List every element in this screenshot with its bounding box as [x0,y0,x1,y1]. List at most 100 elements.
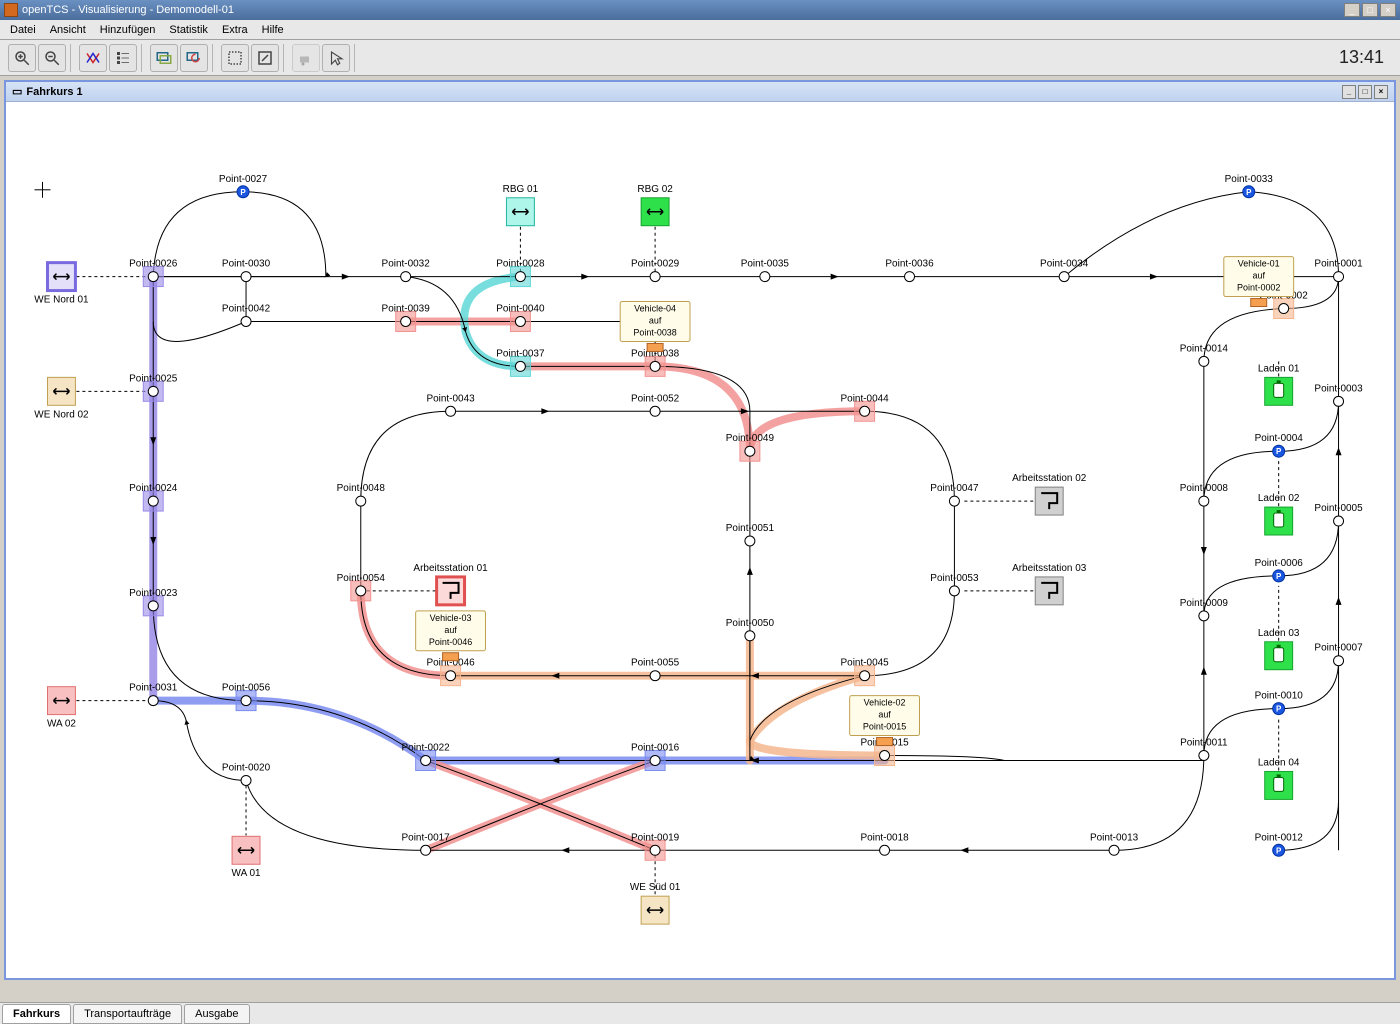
svg-text:Point-0022: Point-0022 [402,743,451,754]
svg-text:auf: auf [649,315,662,325]
zoom-out-button[interactable] [38,44,66,72]
svg-text:P: P [1276,447,1282,456]
svg-text:Point-0010: Point-0010 [1255,691,1304,702]
svg-text:Point-0052: Point-0052 [631,393,680,404]
svg-text:Point-0037: Point-0037 [496,348,545,359]
doc-minimize-button[interactable]: _ [1342,85,1356,99]
svg-text:Point-0056: Point-0056 [222,683,271,694]
svg-text:Point-0034: Point-0034 [1040,259,1089,270]
svg-text:Point-0017: Point-0017 [402,832,451,843]
tab-transportauftraege[interactable]: Transportaufträge [73,1004,182,1024]
svg-text:Point-0040: Point-0040 [496,304,545,315]
svg-text:Point-0003: Point-0003 [1314,383,1363,394]
svg-text:Vehicle-03: Vehicle-03 [430,613,472,623]
svg-text:Arbeitsstation 02: Arbeitsstation 02 [1012,473,1087,484]
document-title: Fahrkurs 1 [26,86,82,98]
svg-text:Point-0018: Point-0018 [860,832,909,843]
menu-hinzufuegen[interactable]: Hinzufügen [94,22,162,38]
svg-text:Point-0009: Point-0009 [1180,598,1229,609]
svg-text:Point-0035: Point-0035 [741,259,790,270]
svg-text:Point-0012: Point-0012 [1255,832,1304,843]
svg-text:Point-0048: Point-0048 [337,483,386,494]
toolbar: 13:41 [0,40,1400,76]
svg-text:Point-0011: Point-0011 [1180,738,1228,749]
document-titlebar: ▭ Fahrkurs 1 _ □ × [6,82,1394,102]
menu-statistik[interactable]: Statistik [163,22,214,38]
svg-text:Point-0049: Point-0049 [726,433,775,444]
svg-text:Point-0027: Point-0027 [219,174,268,185]
svg-text:Point-0016: Point-0016 [631,743,680,754]
orders-button[interactable] [150,44,178,72]
svg-text:Point-0028: Point-0028 [496,259,545,270]
menu-extra[interactable]: Extra [216,22,254,38]
pointer-button[interactable] [322,44,350,72]
tree-button[interactable] [109,44,137,72]
svg-text:Point-0005: Point-0005 [1314,503,1363,514]
tab-ausgabe[interactable]: Ausgabe [184,1004,249,1024]
tab-fahrkurs[interactable]: Fahrkurs [2,1004,71,1024]
svg-text:Laden 02: Laden 02 [1258,493,1300,504]
svg-text:Point-0014: Point-0014 [1180,343,1229,354]
refresh-button[interactable] [180,44,208,72]
svg-text:Point-0045: Point-0045 [841,658,890,669]
svg-text:Point-0046: Point-0046 [429,637,472,647]
svg-text:Point-0030: Point-0030 [222,259,271,270]
plant-canvas[interactable]: P Point-0027 P Point-0033 Point-0026 Point-00… [6,102,1394,978]
window-titlebar: openTCS - Visualisierung - Demomodell-01… [0,0,1400,20]
svg-text:Vehicle-02: Vehicle-02 [864,698,906,708]
svg-text:Point-0031: Point-0031 [129,683,178,694]
svg-text:RBG 01: RBG 01 [503,184,539,195]
svg-text:Arbeitsstation 01: Arbeitsstation 01 [413,563,488,574]
svg-text:P: P [240,188,246,197]
maximize-button[interactable]: □ [1362,3,1378,17]
svg-text:WE Nord 02: WE Nord 02 [34,409,89,420]
svg-text:auf: auf [444,625,457,635]
svg-text:Point-0039: Point-0039 [382,304,431,315]
svg-text:Laden 03: Laden 03 [1258,628,1300,639]
svg-text:P: P [1276,705,1282,714]
doc-close-button[interactable]: × [1374,85,1388,99]
menu-ansicht[interactable]: Ansicht [44,22,92,38]
svg-text:WA 02: WA 02 [47,719,76,730]
zoom-in-button[interactable] [8,44,36,72]
menu-hilfe[interactable]: Hilfe [256,22,290,38]
svg-text:Point-0050: Point-0050 [726,618,775,629]
svg-text:Point-0007: Point-0007 [1314,643,1363,654]
close-button[interactable]: × [1380,3,1396,17]
svg-text:P: P [1276,846,1282,855]
clock: 13:41 [1339,47,1384,68]
svg-text:WE Nord 01: WE Nord 01 [34,295,89,306]
svg-text:RBG 02: RBG 02 [637,184,673,195]
scale-button[interactable] [251,44,279,72]
svg-text:Point-0054: Point-0054 [337,573,386,584]
menubar: Datei Ansicht Hinzufügen Statistik Extra… [0,20,1400,40]
svg-text:Point-0008: Point-0008 [1180,483,1229,494]
svg-text:Point-0033: Point-0033 [1225,174,1274,185]
svg-text:Arbeitsstation 03: Arbeitsstation 03 [1012,563,1087,574]
svg-text:Point-0047: Point-0047 [930,483,979,494]
svg-text:Vehicle-04: Vehicle-04 [634,304,676,314]
svg-text:Point-0055: Point-0055 [631,658,680,669]
document-frame: ▭ Fahrkurs 1 _ □ × P Point-0027 P Point-003… [4,80,1396,980]
svg-text:Laden 04: Laden 04 [1258,757,1300,768]
svg-text:Point-0020: Point-0020 [222,762,271,773]
svg-text:Point-0043: Point-0043 [426,393,475,404]
svg-text:WA 01: WA 01 [232,868,261,879]
svg-text:Point-0002: Point-0002 [1237,283,1280,293]
svg-text:Point-0036: Point-0036 [885,259,934,270]
svg-text:Laden 01: Laden 01 [1258,363,1300,374]
doc-maximize-button[interactable]: □ [1358,85,1372,99]
select-button[interactable] [221,44,249,72]
find-vehicle-button[interactable] [79,44,107,72]
svg-text:Point-0053: Point-0053 [930,573,979,584]
menu-datei[interactable]: Datei [4,22,42,38]
svg-text:Point-0006: Point-0006 [1255,558,1304,569]
svg-text:Point-0051: Point-0051 [726,523,775,534]
svg-text:Point-0013: Point-0013 [1090,832,1139,843]
minimize-button[interactable]: _ [1344,3,1360,17]
svg-text:Point-0026: Point-0026 [129,259,178,270]
transport-button[interactable] [292,44,320,72]
svg-text:WE Süd 01: WE Süd 01 [630,882,681,893]
svg-text:auf: auf [878,710,891,720]
svg-text:auf: auf [1252,271,1265,281]
